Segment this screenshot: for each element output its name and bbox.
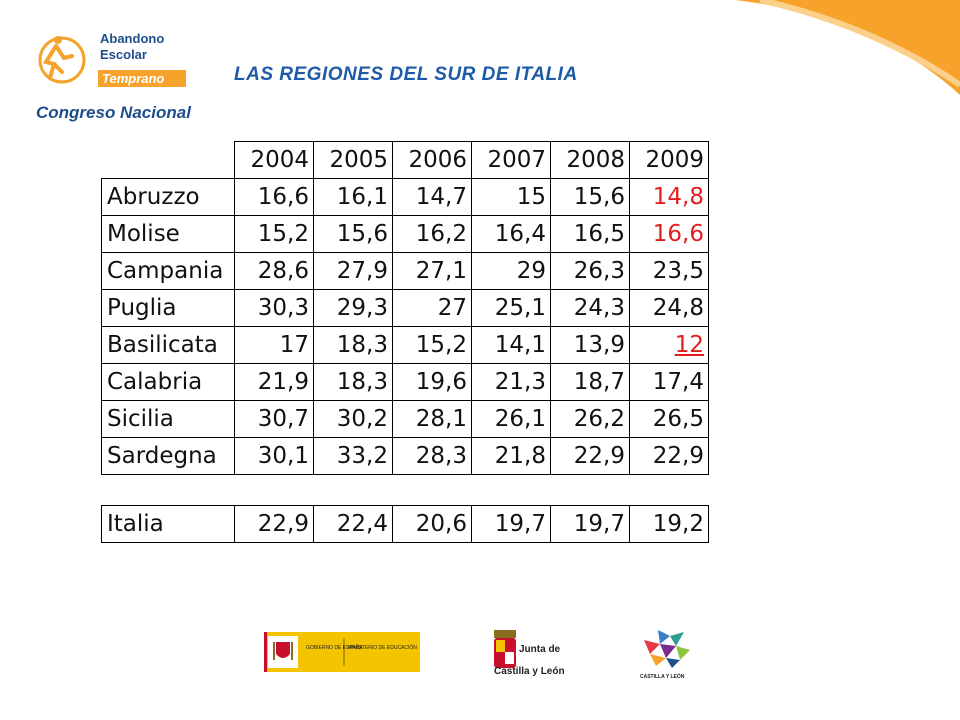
region-name: Italia [101, 505, 235, 543]
table-cell-highlight: 16,6 [629, 215, 709, 253]
page-title: LAS REGIONES DEL SUR DE ITALIA [234, 64, 578, 85]
header-corner [101, 141, 235, 179]
table-cell: 18,3 [313, 363, 393, 401]
cyl-text: CASTILLA Y LEÓN [640, 672, 685, 680]
table-cell: 17,4 [629, 363, 709, 401]
castilla-leon-brand-logo: CASTILLA Y LEÓN [640, 630, 690, 680]
table-cell: 16,6 [234, 178, 314, 216]
table-row: Sicilia 30,7 30,2 28,1 26,1 26,2 26,5 [101, 400, 709, 438]
region-name: Molise [101, 215, 235, 253]
table-cell: 26,3 [550, 252, 630, 290]
table-cell: 16,1 [313, 178, 393, 216]
year-header: 2004 [234, 141, 314, 179]
region-name: Basilicata [101, 326, 235, 364]
gobierno-text: GOBIERNO DE ESPAÑA [306, 644, 363, 651]
table-cell: 20,6 [392, 505, 472, 543]
year-header: 2005 [313, 141, 393, 179]
table-row: Italia 22,9 22,4 20,6 19,7 19,7 19,2 [101, 505, 709, 543]
junta-castilla-leon-logo: Junta de Castilla y León [494, 630, 565, 676]
table-cell: 26,2 [550, 400, 630, 438]
table-cell: 24,8 [629, 289, 709, 327]
table-cell: 30,1 [234, 437, 314, 475]
table-row: Calabria 21,9 18,3 19,6 21,3 18,7 17,4 [101, 363, 709, 401]
table-cell-highlight: 14,8 [629, 178, 709, 216]
table-cell: 14,7 [392, 178, 472, 216]
table-row: Basilicata 17 18,3 15,2 14,1 13,9 12 [101, 326, 709, 364]
table-cell: 15,6 [550, 178, 630, 216]
year-header: 2006 [392, 141, 472, 179]
table-cell: 17 [234, 326, 314, 364]
table-cell: 16,5 [550, 215, 630, 253]
table-cell: 21,8 [471, 437, 551, 475]
table-row: Campania 28,6 27,9 27,1 29 26,3 23,5 [101, 252, 709, 290]
table-cell: 27,9 [313, 252, 393, 290]
logo-line-4: Congreso Nacional [36, 103, 192, 122]
table-cell: 29,3 [313, 289, 393, 327]
regions-table: 2004 2005 2006 2007 2008 2009 Abruzzo 16… [101, 141, 709, 475]
region-name: Sardegna [101, 437, 235, 475]
table-cell: 24,3 [550, 289, 630, 327]
region-name: Puglia [101, 289, 235, 327]
table-cell: 22,9 [550, 437, 630, 475]
table-cell-highlight: 12 [629, 326, 709, 364]
table-cell: 16,4 [471, 215, 551, 253]
table-row: Sardegna 30,1 33,2 28,3 21,8 22,9 22,9 [101, 437, 709, 475]
region-name: Abruzzo [101, 178, 235, 216]
logo-line-1: Abandono [100, 31, 164, 46]
table-cell: 33,2 [313, 437, 393, 475]
table-row: Puglia 30,3 29,3 27 25,1 24,3 24,8 [101, 289, 709, 327]
table-header-row: 2004 2005 2006 2007 2008 2009 [101, 141, 709, 179]
table-cell: 26,1 [471, 400, 551, 438]
table-cell: 19,2 [629, 505, 709, 543]
year-header: 2008 [550, 141, 630, 179]
table-cell: 23,5 [629, 252, 709, 290]
table-cell: 15 [471, 178, 551, 216]
year-header: 2009 [629, 141, 709, 179]
table-cell: 21,3 [471, 363, 551, 401]
table-cell: 15,2 [234, 215, 314, 253]
table-cell: 30,2 [313, 400, 393, 438]
table-cell: 15,2 [392, 326, 472, 364]
running-figure-icon: Abandono Escolar Temprano Congreso Nacio… [36, 31, 192, 122]
region-name: Campania [101, 252, 235, 290]
logo-line-2: Escolar [100, 47, 147, 62]
ministerio-text: MINISTERIO DE EDUCACIÓN [348, 644, 417, 651]
table-cell: 15,6 [313, 215, 393, 253]
table-cell: 22,9 [234, 505, 314, 543]
italia-total-table: Italia 22,9 22,4 20,6 19,7 19,7 19,2 [101, 505, 709, 543]
region-name: Calabria [101, 363, 235, 401]
junta-line-1: Junta de [519, 644, 561, 655]
table-cell: 19,7 [471, 505, 551, 543]
table-cell: 22,9 [629, 437, 709, 475]
year-header: 2007 [471, 141, 551, 179]
abandono-escolar-logo: Abandono Escolar Temprano Congreso Nacio… [32, 28, 202, 128]
table-cell: 28,6 [234, 252, 314, 290]
table-cell: 25,1 [471, 289, 551, 327]
table-cell: 21,9 [234, 363, 314, 401]
gobierno-espana-logo: GOBIERNO DE ESPAÑA MINISTERIO DE EDUCACI… [264, 632, 420, 672]
table-cell: 14,1 [471, 326, 551, 364]
table-row: Abruzzo 16,6 16,1 14,7 15 15,6 14,8 [101, 178, 709, 216]
table-cell: 27 [392, 289, 472, 327]
table-cell: 30,7 [234, 400, 314, 438]
table-cell: 22,4 [313, 505, 393, 543]
table-cell: 28,1 [392, 400, 472, 438]
table-cell: 19,7 [550, 505, 630, 543]
table-row: Molise 15,2 15,6 16,2 16,4 16,5 16,6 [101, 215, 709, 253]
table-cell: 27,1 [392, 252, 472, 290]
table-cell: 19,6 [392, 363, 472, 401]
table-cell: 18,7 [550, 363, 630, 401]
table-cell: 30,3 [234, 289, 314, 327]
table-cell: 18,3 [313, 326, 393, 364]
table-cell: 29 [471, 252, 551, 290]
region-name: Sicilia [101, 400, 235, 438]
logo-line-3: Temprano [102, 71, 164, 86]
table-cell: 13,9 [550, 326, 630, 364]
table-cell: 16,2 [392, 215, 472, 253]
table-cell: 26,5 [629, 400, 709, 438]
table-cell: 28,3 [392, 437, 472, 475]
junta-line-2: Castilla y León [494, 666, 565, 676]
